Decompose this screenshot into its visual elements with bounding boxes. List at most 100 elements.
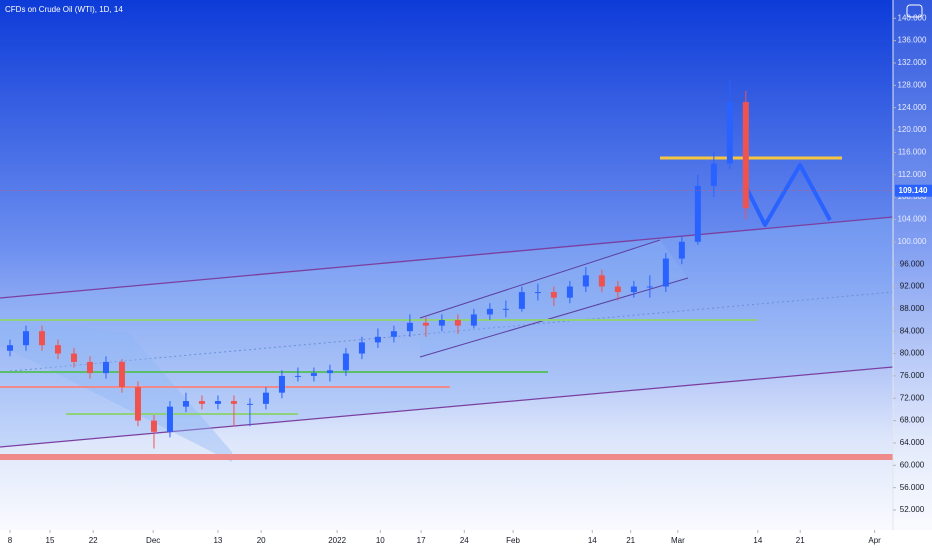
candle-body [214,401,221,404]
chart-title: CFDs on Crude Oil (WTI), 1D, 14 [5,5,123,14]
x-tick-label: 15 [46,536,55,545]
candle-body [534,292,541,294]
candle-body [470,314,477,326]
y-tick-label: 124.000 [898,103,927,112]
x-tick-label: 14 [588,536,597,545]
channel-bottom [0,366,894,448]
candle-body [582,275,589,287]
candle-body [406,322,413,332]
x-tick-label: 13 [213,536,222,545]
candle-body [662,258,669,287]
candle-body [54,345,61,354]
x-tick-label: Apr [868,536,881,545]
x-tick-label: Dec [146,536,160,545]
x-tick-label: Mar [671,536,685,545]
channel-top [0,216,894,299]
rise-top [419,239,661,319]
x-tick-label: 17 [417,536,426,545]
candle-body [198,401,205,404]
y-tick-label: 100.000 [898,237,927,246]
candle-body [646,286,653,288]
price-axis [893,0,932,530]
y-tick-label: 140.000 [898,13,927,22]
candle-body [262,392,269,404]
candle-body [310,373,317,376]
y-tick-label: 136.000 [898,36,927,45]
candle-body [422,322,429,326]
candle-body [598,275,605,287]
x-tick-label: 2022 [328,536,346,545]
candle-body [134,387,141,421]
candle-body [230,401,237,404]
candle-body [6,345,13,351]
rise-bottom [419,277,689,358]
y-tick-label: 116.000 [898,147,927,156]
candle-body [150,420,157,432]
y-tick-label: 132.000 [898,58,927,67]
y-tick-label: 68.000 [900,416,925,425]
candle-body [374,336,381,343]
fullscreen-button[interactable] [906,4,923,18]
x-tick-label: 24 [460,536,469,545]
y-tick-label: 80.000 [900,349,925,358]
candle-body [182,401,189,407]
y-tick-label: 120.000 [898,125,927,134]
x-tick-label: 14 [753,536,762,545]
candle-body [454,320,461,326]
projection-arrow [743,163,832,227]
x-tick-label: 22 [89,536,98,545]
candle-body [694,185,701,242]
candle-body [38,331,45,346]
y-tick-label: 76.000 [900,371,925,380]
candle-body [742,102,749,209]
x-tick-label: 21 [796,536,805,545]
channel-fill [0,217,893,447]
candle-body [390,331,397,337]
candle-body [166,406,173,432]
y-tick-label: 64.000 [900,438,925,447]
y-tick-label: 84.000 [900,326,925,335]
x-tick-label: 10 [376,536,385,545]
candle-body [726,102,733,164]
time-axis-bg [0,530,932,550]
candle-body [342,353,349,371]
candle-body [486,308,493,315]
candle-body [550,292,557,298]
y-tick-label: 92.000 [900,282,925,291]
y-tick-label: 96.000 [900,259,925,268]
candle-body [118,361,125,388]
candle-body [246,403,253,405]
y-tick-label: 56.000 [900,483,925,492]
candle-body [614,286,621,293]
candle-body [630,286,637,293]
y-tick-label: 112.000 [898,170,927,179]
candle-body [710,163,717,186]
candle-body [278,375,285,393]
candle-body [102,361,109,374]
y-tick-label: 52.000 [900,505,925,514]
y-tick-label: 60.000 [900,460,925,469]
candle-body [438,320,445,326]
candle-body [326,370,333,374]
x-tick-label: 21 [626,536,635,545]
y-tick-label: 88.000 [900,304,925,313]
y-tick-label: 104.000 [898,215,927,224]
candle-body [70,353,77,362]
x-tick-label: 20 [257,536,266,545]
candle-body [566,286,573,298]
candle-body [502,308,509,310]
y-tick-label: 72.000 [900,393,925,402]
x-tick-label: Feb [506,536,520,545]
candle-body [358,342,365,354]
last-price-label: 109.140 [899,186,928,195]
last-price-box [895,184,932,197]
candle-body [294,375,301,377]
candle-body [86,361,93,374]
x-tick-label: 8 [8,536,13,545]
candle-body [518,292,525,309]
y-tick-label: 128.000 [898,80,927,89]
candle-body [22,331,29,346]
candle-body [678,241,685,259]
